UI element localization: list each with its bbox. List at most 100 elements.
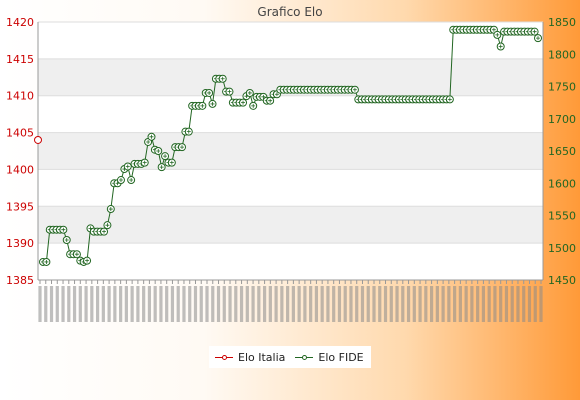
x-tick-label-illegible	[286, 286, 290, 322]
x-tick-label-illegible	[516, 286, 520, 322]
x-tick-label-illegible	[176, 286, 180, 322]
data-point-cross	[74, 252, 79, 257]
right-tick-label: 1700	[548, 113, 576, 126]
left-tick-label: 1390	[6, 237, 34, 250]
data-point-cross	[159, 165, 164, 170]
x-tick-label-illegible	[309, 286, 313, 322]
x-tick-label-illegible	[49, 286, 54, 322]
x-tick-label-illegible	[291, 286, 295, 322]
data-point-cross	[447, 97, 452, 102]
data-point-cross	[261, 94, 266, 99]
data-point-cross	[491, 27, 496, 32]
x-tick-label-illegible	[136, 286, 140, 322]
x-tick-label-illegible	[522, 286, 526, 322]
x-tick-label-illegible	[113, 286, 117, 322]
right-tick-label: 1750	[548, 81, 576, 94]
x-tick-label-illegible	[211, 286, 215, 322]
grid-band	[38, 206, 543, 244]
right-tick-label: 1550	[548, 210, 576, 223]
data-point-cross	[125, 164, 130, 169]
x-tick-label-illegible	[355, 286, 359, 322]
data-point-cross	[532, 29, 537, 34]
x-tick-label-illegible	[314, 286, 319, 322]
legend-label-elo-italia: Elo Italia	[238, 350, 286, 364]
x-tick-label-illegible	[55, 286, 59, 322]
x-tick-label-illegible	[332, 286, 336, 322]
legend-item-elo-fide[interactable]: Elo FIDE	[295, 351, 364, 364]
data-point-cross	[186, 129, 191, 134]
x-tick-label-illegible	[84, 286, 88, 322]
data-point-cross	[118, 178, 123, 183]
data-point-cross	[85, 258, 90, 263]
x-tick-label-illegible	[159, 286, 163, 322]
x-tick-label-illegible	[458, 286, 462, 322]
x-tick-label-illegible	[383, 286, 388, 322]
x-tick-label-illegible	[297, 286, 301, 322]
x-tick-label-illegible	[418, 286, 422, 322]
x-tick-label-illegible	[268, 286, 272, 322]
x-tick-label-illegible	[130, 286, 134, 322]
x-tick-label-illegible	[257, 286, 261, 322]
data-point-cross	[102, 229, 107, 234]
grid-lines	[38, 21, 543, 281]
x-tick-label-illegible	[453, 286, 457, 322]
x-tick-label-illegible	[389, 286, 393, 322]
grid-band	[38, 132, 543, 170]
data-point-cross	[44, 259, 49, 264]
data-point-cross	[220, 76, 225, 81]
x-tick-label-illegible	[147, 286, 152, 322]
legend: Elo Italia Elo FIDE	[209, 346, 371, 368]
x-tick-label-illegible	[303, 286, 307, 322]
right-tick-label: 1800	[548, 48, 576, 61]
series-layer	[34, 25, 542, 266]
x-tick-label-illegible	[424, 286, 428, 322]
x-tick-label-illegible	[470, 286, 474, 322]
plot-area	[38, 22, 543, 280]
x-tick-label-illegible	[124, 286, 128, 322]
x-tick-label-illegible	[464, 286, 468, 322]
series-elo-italia	[34, 135, 42, 144]
x-tick-label-illegible	[239, 286, 244, 322]
data-point-cross	[142, 160, 147, 165]
x-tick-label-illegible	[142, 286, 146, 322]
x-tick-label-illegible	[280, 286, 284, 322]
x-tick-label-illegible	[78, 286, 82, 322]
x-tick-label-illegible	[170, 286, 175, 322]
x-tick-label-illegible	[107, 286, 111, 322]
x-tick-label-illegible	[119, 286, 123, 322]
data-point-cross	[498, 44, 503, 49]
x-tick-label-illegible	[429, 286, 434, 322]
data-point-cross	[241, 100, 246, 105]
x-tick-label-illegible	[165, 286, 169, 322]
data-point-cross	[227, 89, 232, 94]
x-tick-label-illegible	[435, 286, 439, 322]
x-tick-label-illegible	[251, 286, 255, 322]
left-y-axis: 1385 1390 1395 1400 1405 1410 1415 1420	[6, 16, 39, 287]
x-tick-label-illegible	[320, 286, 324, 322]
data-point-cross	[149, 134, 154, 139]
left-tick-label: 1405	[6, 127, 34, 140]
data-point-cross	[274, 92, 279, 97]
legend-marker-elo-italia	[215, 352, 233, 362]
x-tick-label-illegible	[216, 286, 221, 322]
right-y-axis: 1450 1500 1550 1600 1650 1700 1750 1800 1850	[542, 16, 576, 287]
x-tick-label-illegible	[504, 286, 509, 322]
x-tick-label-illegible	[337, 286, 342, 322]
x-tick-label-illegible	[44, 286, 48, 322]
data-point-cross	[180, 145, 185, 150]
x-tick-label-illegible	[406, 286, 411, 322]
data-point-cross	[169, 160, 174, 165]
x-tick-label-illegible	[395, 286, 399, 322]
x-tick-label-illegible	[527, 286, 532, 322]
x-tick-label-illegible	[447, 286, 451, 322]
left-tick-label: 1415	[6, 53, 34, 66]
x-axis	[38, 279, 543, 322]
right-tick-label: 1600	[548, 177, 576, 190]
legend-item-elo-italia[interactable]: Elo Italia	[215, 351, 285, 364]
x-tick-label-illegible	[372, 286, 376, 322]
x-tick-label-illegible	[61, 286, 65, 322]
data-point-cross	[268, 98, 273, 103]
x-tick-label-illegible	[193, 286, 198, 322]
data-point-cross	[163, 154, 168, 159]
